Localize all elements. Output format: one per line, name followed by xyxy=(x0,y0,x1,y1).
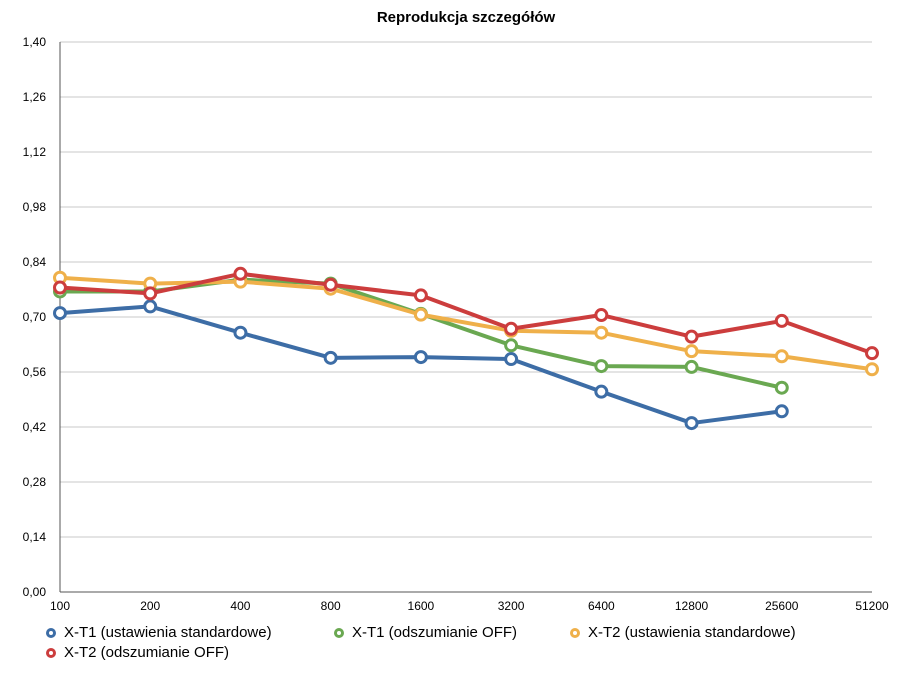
data-point xyxy=(774,313,789,328)
data-point xyxy=(684,416,699,431)
y-tick-label: 0,56 xyxy=(23,365,47,379)
x-tick-label: 400 xyxy=(230,599,250,613)
data-point xyxy=(684,344,699,359)
legend-item-xt2-nr-off: X-T2 (odszumianie OFF) xyxy=(46,644,229,661)
series-line xyxy=(58,275,874,372)
data-point xyxy=(143,299,158,314)
data-point xyxy=(233,266,248,281)
legend-label: X-T1 (ustawienia standardowe) xyxy=(64,624,272,641)
data-point xyxy=(143,286,158,301)
data-point xyxy=(594,308,609,323)
y-tick-label: 0,70 xyxy=(23,310,47,324)
data-point xyxy=(53,280,67,295)
y-tick-label: 1,40 xyxy=(23,35,47,49)
x-tick-label: 1600 xyxy=(408,599,435,613)
grid-lines xyxy=(59,41,872,593)
series-group xyxy=(53,266,879,431)
data-point xyxy=(233,325,248,340)
legend-label: X-T1 (odszumianie OFF) xyxy=(352,624,518,641)
x-tick-label: 25600 xyxy=(765,599,799,613)
y-tick-label: 0,84 xyxy=(23,255,47,269)
series-0 xyxy=(53,299,789,431)
data-point xyxy=(53,306,67,321)
x-tick-label: 100 xyxy=(50,599,70,613)
data-point xyxy=(774,349,789,364)
x-tick-label: 200 xyxy=(140,599,160,613)
chart-title: Reprodukcja szczegółów xyxy=(377,9,556,26)
legend-item-xt1-standard: X-T1 (ustawienia standardowe) xyxy=(46,624,272,641)
data-point xyxy=(594,384,609,399)
x-tick-label: 51200 xyxy=(855,599,889,613)
y-tick-label: 0,00 xyxy=(23,585,47,599)
data-point xyxy=(323,350,338,365)
data-point xyxy=(413,350,428,365)
x-tick-label: 800 xyxy=(321,599,341,613)
data-point xyxy=(504,321,519,336)
data-point xyxy=(774,380,789,395)
y-tick-label: 0,28 xyxy=(23,475,47,489)
data-point xyxy=(323,277,338,292)
y-tick-label: 0,14 xyxy=(23,530,47,544)
y-tick-label: 1,12 xyxy=(23,145,47,159)
y-tick-label: 1,26 xyxy=(23,90,47,104)
data-point xyxy=(413,307,428,322)
legend-label: X-T2 (odszumianie OFF) xyxy=(64,644,230,661)
series-line xyxy=(58,304,784,426)
legend-marker-icon xyxy=(570,627,580,638)
x-tick-label: 3200 xyxy=(498,599,525,613)
data-point xyxy=(684,359,699,374)
legend-marker-icon xyxy=(46,647,56,658)
x-axis-ticks: 100 200 400 800 1600 3200 6400 12800 25600 51200 xyxy=(50,599,889,613)
legend-marker-icon xyxy=(334,627,344,638)
data-point xyxy=(504,338,519,353)
data-point xyxy=(504,352,519,367)
y-tick-label: 0,98 xyxy=(23,200,47,214)
data-point xyxy=(865,362,879,377)
x-tick-label: 12800 xyxy=(675,599,709,613)
legend-item-xt1-nr-off: X-T1 (odszumianie OFF) xyxy=(334,624,517,641)
y-axis-ticks: 0,00 0,14 0,28 0,42 0,56 0,70 0,84 0,98 1,12 1,26… xyxy=(23,35,47,599)
series-3 xyxy=(53,266,879,361)
data-point xyxy=(594,325,609,340)
y-tick-label: 0,42 xyxy=(23,420,47,434)
series-line xyxy=(58,271,874,356)
legend-label: X-T2 (ustawienia standardowe) xyxy=(588,624,796,641)
legend-marker-icon xyxy=(46,627,56,638)
data-point xyxy=(594,359,609,374)
data-point xyxy=(413,288,428,303)
legend-item-xt2-standard: X-T2 (ustawienia standardowe) xyxy=(570,624,796,641)
data-point xyxy=(774,404,789,419)
data-point xyxy=(865,346,879,361)
data-point xyxy=(684,329,699,344)
x-tick-label: 6400 xyxy=(588,599,615,613)
